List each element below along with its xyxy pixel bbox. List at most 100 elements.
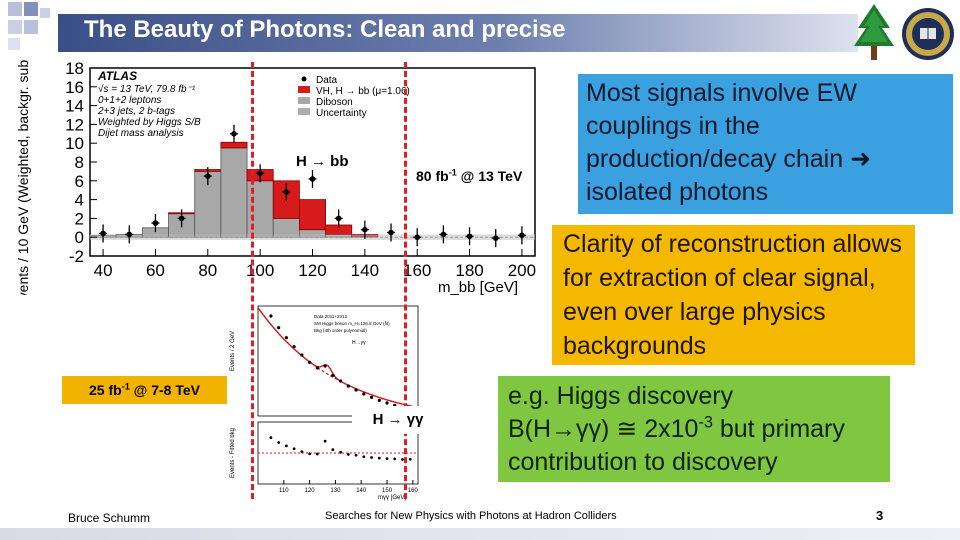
mass-window-line-right [404, 62, 407, 499]
y-tick-label: -2 [69, 247, 84, 266]
y-axis-label: Events / 10 GeV (Weighted, backgr. sub.) [15, 60, 31, 295]
uncertainty-band [299, 234, 326, 241]
data-point [315, 366, 319, 370]
data-point [277, 326, 281, 330]
data-point [204, 173, 211, 179]
signal-fit-curve [257, 307, 413, 408]
x-tick-label: 130 [330, 488, 341, 494]
tree-icon [854, 4, 894, 60]
y-tick-label: 10 [65, 134, 84, 153]
label-lumi-7-8tev: 25 fb-1 @ 7-8 TeV [62, 376, 227, 404]
corner-square [24, 20, 38, 34]
legend-label: Bkg (4th order polynomial) [314, 328, 367, 333]
data-point [257, 170, 263, 177]
right-arrow-icon: ➜ [850, 145, 872, 173]
legend-marker-data [301, 76, 307, 82]
data-point [335, 215, 342, 222]
y-tick-label: 8 [75, 153, 84, 172]
data-point [492, 235, 499, 241]
residual-point [362, 455, 366, 459]
lumi-exponent: -1 [121, 381, 130, 392]
callout-clarity-text: Clarity of reconstruction allows for ext… [563, 230, 903, 360]
x-tick-label: 140 [356, 488, 367, 494]
data-point [362, 392, 366, 396]
bar-diboson [272, 217, 300, 238]
bar-diboson [220, 147, 248, 238]
legend-label: Data 2011+2012 [314, 314, 348, 319]
data-point [100, 230, 106, 237]
callout-text-end: isolated photons [586, 178, 769, 206]
callout-higgs-discovery [498, 376, 890, 482]
x-axis-label: mγγ [GeV] [378, 495, 406, 501]
data-point [126, 231, 133, 238]
x-tick-label: 140 [351, 261, 379, 280]
legend-swatch-signal [298, 86, 310, 93]
residual-point [370, 456, 373, 459]
callout-line1: e.g. Higgs discovery [508, 382, 734, 410]
residual-point [300, 450, 304, 454]
residual-point [323, 439, 327, 443]
data-point [377, 398, 381, 402]
uncertainty-band [168, 234, 195, 241]
plot-annotation: H→γγ [352, 340, 366, 346]
data-point [388, 229, 394, 236]
corner-square [24, 2, 38, 16]
x-tick-label: 200 [508, 261, 536, 280]
residual-point [408, 457, 412, 461]
annotation-line: 2+3 jets, 2 b-tags [97, 106, 175, 117]
label-h-to-bb: H → bb [296, 153, 349, 170]
lumi-text: 25 fb [89, 382, 122, 398]
x-tick-label: 110 [279, 488, 289, 494]
residual-point [269, 436, 273, 440]
page-number: 3 [876, 508, 884, 523]
mass-window-line-left [251, 62, 254, 499]
lumi-text: 80 fb [416, 168, 449, 184]
title-bar [58, 14, 858, 52]
legend-label: Diboson [316, 97, 353, 108]
data-point [519, 232, 525, 239]
x-tick-label: 150 [382, 488, 393, 494]
y-axis-label: Events / 2 GeV [230, 331, 236, 371]
data-point [300, 353, 304, 357]
residual-point [292, 447, 296, 451]
data-point [283, 189, 290, 195]
data-point [323, 364, 327, 368]
lumi-exponent: -1 [448, 167, 457, 178]
uncertainty-band [142, 234, 169, 241]
callout-higgs-discovery-text: e.g. Higgs discovery B(H→γγ) ≅ 2x10-3 but… [508, 380, 888, 479]
x-tick-label: 120 [298, 261, 326, 280]
data-point [152, 220, 159, 226]
residual-point [385, 457, 389, 461]
annotation-experiment: ATLAS [97, 69, 137, 83]
bar-signal [220, 141, 248, 149]
data-point [178, 215, 185, 222]
footer-title: Searches for New Physics with Photons at… [325, 510, 617, 522]
data-point [338, 379, 343, 383]
callout-ew-couplings [578, 74, 953, 214]
data-point [354, 388, 358, 392]
callout-line2-end: but primary contribution to discovery [508, 415, 845, 476]
uncertainty-band [220, 234, 248, 241]
university-logo [854, 4, 954, 60]
uncertainty-band [273, 234, 300, 241]
residual-point [377, 456, 381, 460]
annotation-line: 0+1+2 leptons [98, 95, 161, 106]
x-tick-label: 160 [408, 488, 419, 494]
label-h-to-gammagamma: H → γγ [352, 406, 444, 434]
footer-author: Bruce Schumm [68, 511, 151, 525]
uncertainty-band [194, 234, 221, 241]
bar-signal [299, 199, 326, 231]
data-point [231, 131, 237, 137]
callout-text: Most signals involve EW couplings in the… [586, 79, 857, 173]
residual-point [346, 452, 350, 456]
lumi-energy: @ 7-8 TeV [129, 382, 200, 398]
residual-point [354, 453, 358, 457]
label-lumi-13tev: 80 fb-1 @ 13 TeV [416, 168, 522, 184]
data-point [284, 336, 288, 340]
legend-label: SM Higgs boson m_H=126.8 GeV (fit) [314, 321, 390, 326]
callout-ew-couplings-text: Most signals involve EW couplings in the… [586, 77, 948, 209]
data-point [331, 373, 335, 377]
data-point [414, 234, 421, 240]
callout-line2: B(H→γγ) ≅ 2x10 [508, 415, 699, 443]
